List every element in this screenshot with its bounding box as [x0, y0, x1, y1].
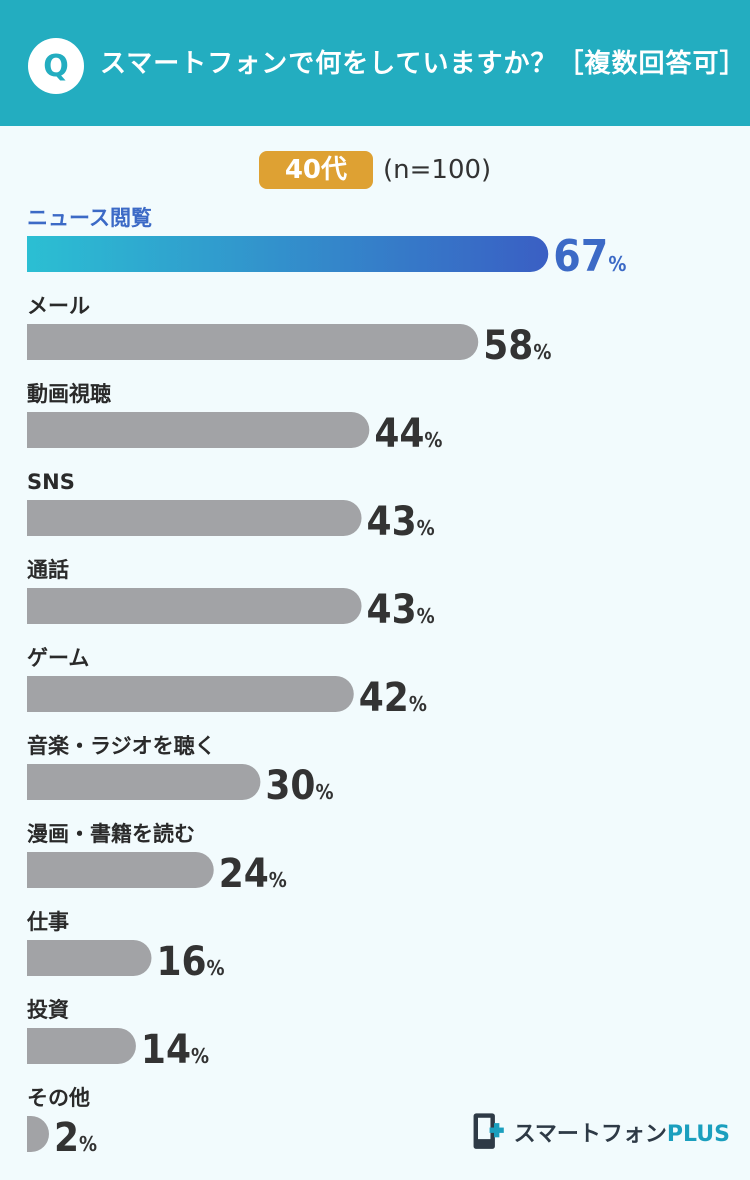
bar-4: [27, 500, 362, 536]
bar-2: [27, 324, 479, 360]
value-label: 16%: [156, 939, 224, 985]
category-label: 漫画・書籍を読む: [27, 822, 195, 846]
bar-7: [27, 764, 261, 800]
value-label: 24%: [219, 851, 287, 897]
bar-10: [27, 1028, 136, 1064]
value-label: 30%: [265, 763, 333, 809]
category-label: 仕事: [26, 910, 69, 934]
category-label: SNS: [27, 470, 75, 494]
question-header: Q スマートフォンで何をしていますか？［複数回答可］: [0, 0, 750, 126]
sample-size: (n=100): [383, 155, 492, 185]
smartphone-plus-logo-icon: [473, 1113, 504, 1149]
value-label: 43%: [367, 587, 435, 633]
bar-11: [27, 1116, 49, 1152]
category-label: ゲーム: [27, 646, 89, 670]
group-info: 40代 (n=100): [0, 150, 750, 190]
brand-name: スマートフォンPLUS: [513, 1122, 730, 1147]
bar-8: [27, 852, 214, 888]
value-label: 58%: [483, 323, 551, 369]
bar-3: [27, 412, 370, 448]
age-badge: 40代: [258, 151, 373, 189]
question-text: スマートフォンで何をしていますか？［複数回答可］: [100, 49, 747, 79]
category-label: ニュース閲覧: [27, 206, 152, 230]
category-label: その他: [27, 1086, 90, 1110]
category-label: メール: [27, 294, 90, 318]
value-label: 43%: [367, 499, 435, 545]
bar-1: [27, 236, 549, 272]
value-label: 42%: [359, 675, 427, 721]
category-label: 投資: [27, 998, 69, 1022]
value-label: 67%: [553, 231, 626, 282]
bar-6: [27, 676, 354, 712]
brand-logo: スマートフォンPLUS: [470, 1107, 730, 1157]
value-label: 2%: [54, 1115, 97, 1161]
bar-5: [27, 588, 362, 624]
q-badge: Q: [28, 38, 84, 94]
category-label: 通話: [27, 558, 69, 582]
bar-9: [27, 940, 152, 976]
category-label: 動画視聴: [27, 382, 111, 406]
category-label: 音楽・ラジオを聴く: [27, 734, 216, 758]
value-label: 44%: [374, 411, 442, 457]
value-label: 14%: [141, 1027, 209, 1073]
